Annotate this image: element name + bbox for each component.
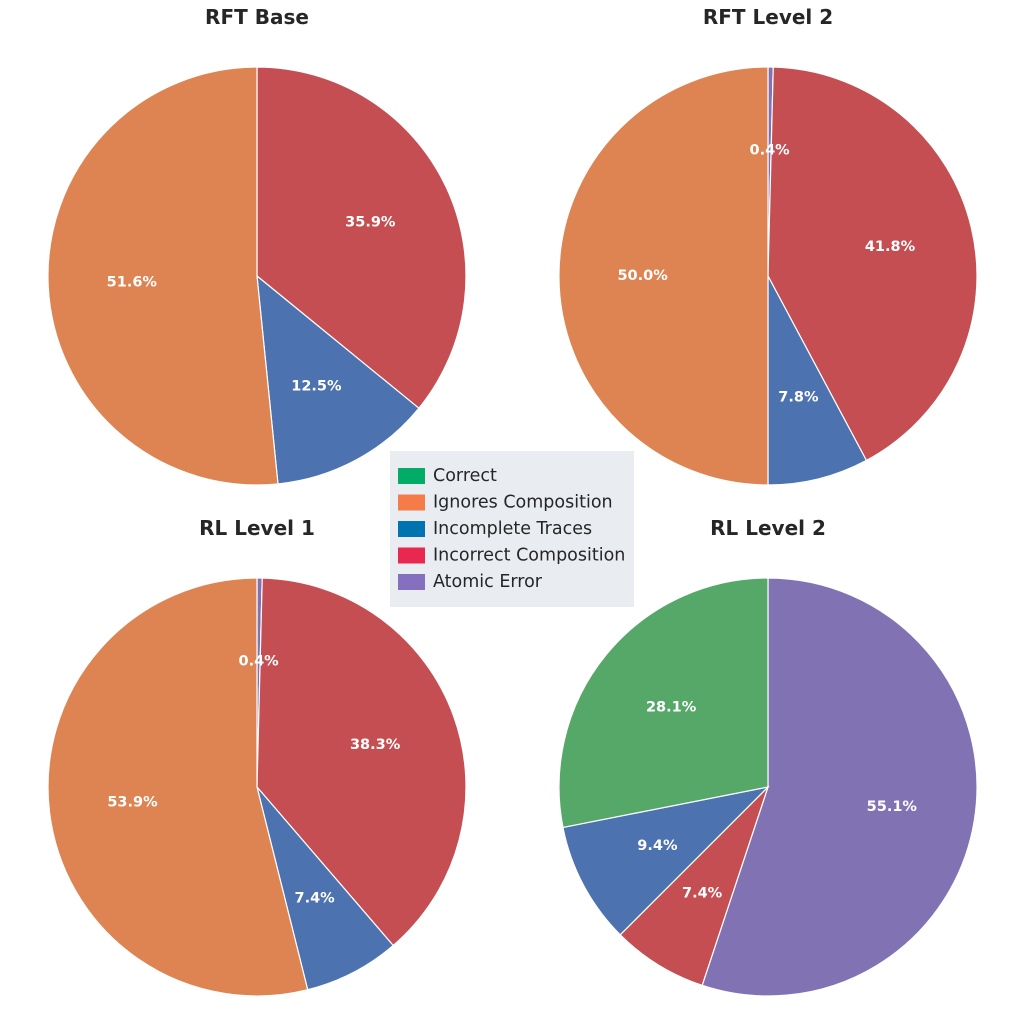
legend-swatch (398, 521, 425, 537)
pie-panel-rl-level-1: RL Level 1 0.4% 38.3% 7.4% 53.9% (47, 516, 467, 997)
pie-panels: RFT Base 35.9% 12.5% 51.6% RFT Level 2 0.4% 41… (47, 5, 978, 997)
pie-slice-atomic-error (701, 577, 978, 997)
pie-slice-ignores-composition (47, 577, 309, 997)
slice-percent-label: 7.4% (682, 886, 723, 902)
pie-panel-rft-base: RFT Base 35.9% 12.5% 51.6% (47, 5, 467, 486)
pie-panel-rft-level-2: RFT Level 2 0.4% 41.8% 7.8% 50.0% (558, 5, 978, 486)
slice-percent-label: 28.1% (646, 699, 697, 715)
legend-item-correct: Correct (398, 466, 497, 486)
pie-slice-correct (558, 577, 769, 829)
pie-slice-incorrect-composition (619, 786, 769, 987)
pie-slice-incomplete-traces (562, 786, 770, 936)
legend-swatch (398, 547, 425, 564)
slice-percent-label: 53.9% (107, 794, 158, 810)
pie-slice-incomplete-traces (256, 274, 420, 485)
slice-percent-label: 0.4% (749, 143, 790, 159)
panel-title: RFT Level 2 (703, 5, 833, 29)
pie-slice-incomplete-traces (256, 786, 395, 991)
slice-percent-label: 55.1% (867, 799, 918, 815)
pie-panel-rl-level-2: RL Level 2 55.1% 7.4% 9.4% 28.1% (558, 516, 978, 997)
panel-title: RL Level 2 (710, 516, 826, 540)
pie-slice-incorrect-composition (256, 577, 467, 947)
slice-percent-label: 35.9% (345, 214, 396, 230)
legend-item-incorrect-composition: Incorrect Composition (398, 546, 625, 566)
legend-box (390, 451, 634, 607)
slice-percent-label: 51.6% (107, 274, 158, 290)
slice-percent-label: 38.3% (350, 737, 401, 753)
legend-label: Correct (433, 466, 497, 486)
slice-percent-label: 7.4% (294, 890, 335, 906)
panel-title: RL Level 1 (199, 516, 315, 540)
pie-slice-ignores-composition (47, 66, 279, 486)
legend-label: Ignores Composition (433, 493, 613, 513)
panel-title: RFT Base (205, 5, 309, 29)
slice-percent-label: 9.4% (637, 838, 678, 854)
legend-label: Atomic Error (433, 572, 543, 592)
slice-percent-label: 41.8% (865, 239, 916, 255)
legend-swatch (398, 494, 425, 511)
legend-swatch (398, 574, 425, 590)
legend-item-atomic-error: Atomic Error (398, 572, 543, 592)
legend-label: Incomplete Traces (433, 519, 592, 539)
slice-percent-label: 0.4% (238, 654, 279, 670)
legend: Correct Ignores Composition Incomplete Tra… (390, 451, 634, 607)
pie-slice-incorrect-composition (256, 66, 467, 410)
pie-slice-ignores-composition (558, 66, 769, 486)
pie-slice-incomplete-traces (767, 275, 868, 486)
legend-label: Incorrect Composition (433, 546, 625, 566)
legend-swatch (398, 468, 425, 484)
slice-percent-label: 50.0% (617, 268, 668, 284)
slice-percent-label: 12.5% (291, 379, 342, 395)
legend-item-ignores-composition: Ignores Composition (398, 493, 613, 513)
legend-item-incomplete-traces: Incomplete Traces (398, 519, 592, 539)
slice-percent-label: 7.8% (778, 390, 819, 406)
pie-slice-incorrect-composition (767, 66, 978, 462)
